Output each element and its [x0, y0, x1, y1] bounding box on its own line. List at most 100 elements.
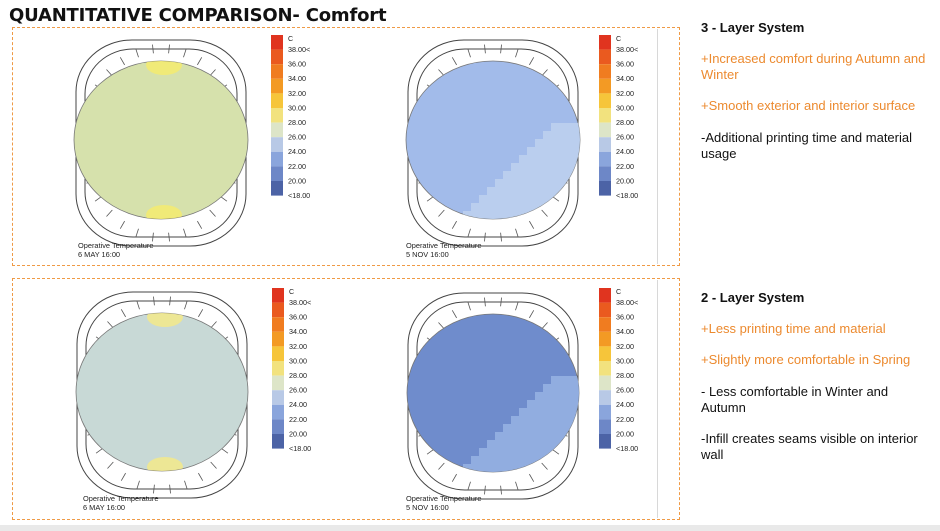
shell-segment — [135, 48, 139, 58]
legend-swatch — [271, 166, 283, 181]
legend-label: 30.00 — [288, 103, 306, 112]
shell-segment — [120, 472, 126, 481]
legend-label: 22.00 — [289, 415, 307, 424]
pro-point: +Slightly more comfortable in Spring — [701, 352, 911, 367]
legend-swatch — [599, 64, 611, 79]
legend-swatch — [599, 93, 611, 108]
legend-swatch — [599, 346, 611, 361]
shell-segment — [529, 473, 535, 482]
legend-label: 32.00 — [616, 89, 634, 98]
temperature-legend: C 38.00< 36.00 34.00 32.00 30.00 28.00 26.00 24.… — [599, 288, 638, 453]
temperature-legend: C 38.00< 36.00 34.00 32.00 30.00 28.00 26.00 24.… — [272, 288, 311, 453]
shell-segment — [515, 481, 519, 491]
shell-segment — [183, 228, 187, 238]
shell-segment — [153, 484, 155, 494]
legend-swatch — [271, 64, 283, 79]
legend-swatch — [599, 78, 611, 94]
legend-label: 32.00 — [288, 89, 306, 98]
legend-label: 28.00 — [288, 118, 306, 127]
shell-segment — [500, 232, 502, 242]
legend-swatch — [271, 151, 283, 167]
legend-swatch — [272, 390, 284, 405]
shell-segment — [500, 44, 502, 54]
shell-segment — [135, 228, 139, 238]
caption-datetime: 5 NOV 16:00 — [406, 503, 449, 512]
legend-swatch — [272, 346, 284, 361]
pro-point: +Smooth exterior and interior surface — [701, 98, 916, 113]
legend-swatch — [599, 361, 611, 376]
legend-swatch — [599, 166, 611, 181]
legend-label: 20.00 — [288, 176, 306, 185]
legend-swatch — [599, 331, 611, 347]
temperature-legend: C 38.00< 36.00 34.00 32.00 30.00 28.00 26.00 24.… — [271, 35, 310, 200]
shell-segment — [197, 220, 203, 229]
panel-divider — [657, 280, 658, 518]
warm-spot — [147, 457, 183, 471]
legend-label: <18.00 — [288, 191, 310, 200]
shell-segment — [168, 44, 170, 54]
shell-segment — [169, 484, 171, 494]
interior-floor — [75, 312, 249, 472]
panel-divider — [657, 29, 658, 264]
shell-segment — [198, 309, 204, 318]
shell-segment — [136, 480, 140, 490]
shell-segment — [152, 44, 154, 54]
shell-segment — [198, 472, 204, 481]
legend-swatch — [599, 122, 611, 138]
shell-segment — [484, 44, 486, 54]
shell-segment — [529, 57, 535, 66]
caption-metric: Operative Temperature — [83, 494, 159, 503]
legend-label: 34.00 — [288, 74, 306, 83]
warm-spot — [146, 205, 182, 219]
legend-swatch — [272, 302, 284, 318]
legend-swatch — [271, 78, 283, 94]
legend-swatch — [271, 137, 283, 152]
legend-swatch — [599, 404, 611, 420]
bottom-strip — [0, 525, 940, 531]
shell-segment — [467, 48, 471, 58]
legend-swatch — [272, 404, 284, 420]
con-point: -Additional printing time and material u… — [701, 130, 912, 161]
caption-datetime: 6 MAY 16:00 — [78, 250, 121, 259]
shell-segment — [119, 57, 125, 66]
shell-segment — [451, 473, 457, 482]
warm-spot — [146, 61, 182, 75]
shell-segment — [168, 232, 170, 242]
system-title: 2 - Layer System — [701, 290, 805, 305]
system-title: 3 - Layer System — [701, 20, 805, 35]
temperature-legend: C 38.00< 36.00 34.00 32.00 30.00 28.00 26.00 24.… — [599, 35, 638, 200]
shell-segment — [107, 321, 114, 329]
shell-segment — [183, 48, 187, 58]
warm-spot — [147, 313, 183, 327]
legend-label: 28.00 — [289, 371, 307, 380]
system-notes-3-layer: 3 - Layer System +Increased comfort duri… — [701, 18, 931, 178]
legend-unit: C — [616, 289, 621, 296]
interior-floor — [73, 60, 249, 220]
heatmap-panel-2layer-may: C 38.00< 36.00 34.00 32.00 30.00 28.00 26.00 24.… — [14, 280, 332, 518]
heatmap-plan: C 38.00< 36.00 34.00 32.00 30.00 28.00 26.00 24.… — [405, 35, 638, 247]
legend-label: 24.00 — [288, 147, 306, 156]
con-point: - Less comfortable in Winter and Autumn — [701, 384, 889, 415]
heatmap-plan: C 38.00< 36.00 34.00 32.00 30.00 28.00 26.00 24.… — [75, 288, 311, 499]
con-point: -Infill creates seams visible on interio… — [701, 431, 918, 462]
legend-swatch — [599, 181, 611, 196]
shell-segment — [467, 228, 471, 238]
legend-unit: C — [288, 36, 293, 43]
legend-swatch — [272, 317, 284, 332]
shell-segment — [484, 232, 486, 242]
shell-segment — [515, 228, 519, 238]
legend-swatch — [599, 288, 611, 303]
legend-label: 24.00 — [289, 400, 307, 409]
legend-swatch — [599, 434, 611, 449]
legend-label: 34.00 — [289, 327, 307, 336]
legend-label: 38.00< — [289, 298, 311, 307]
pro-point: +Less printing time and material — [701, 321, 886, 336]
heatmap-panel-3layer-may: C 38.00< 36.00 34.00 32.00 30.00 28.00 26.00 24.… — [14, 29, 332, 264]
legend-swatch — [599, 35, 611, 50]
system-notes-2-layer: 2 - Layer System +Less printing time and… — [701, 288, 931, 478]
legend-unit: C — [289, 289, 294, 296]
legend-label: 22.00 — [616, 162, 634, 171]
legend-swatch — [599, 49, 611, 65]
shell-segment — [451, 310, 457, 319]
page-title: QUANTITATIVE COMPARISON- Comfort — [9, 5, 387, 26]
